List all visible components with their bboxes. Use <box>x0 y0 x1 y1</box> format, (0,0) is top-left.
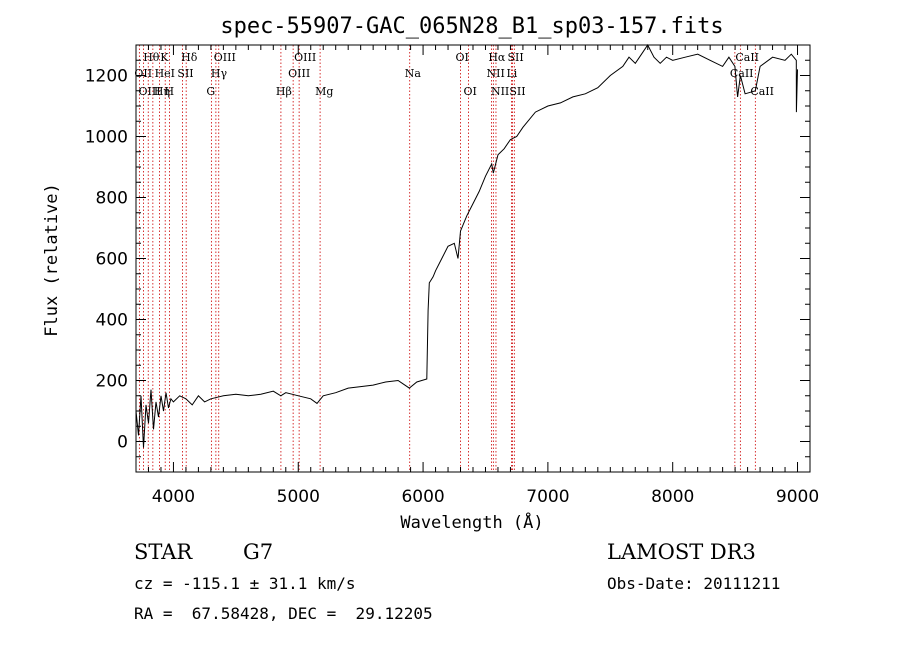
x-tick-label-0: 4000 <box>152 487 195 507</box>
survey-name: LAMOST DR3 <box>607 540 756 564</box>
redshift-cz: cz = -115.1 ± 31.1 km/s <box>134 574 356 593</box>
x-tick-label-1: 5000 <box>277 487 320 507</box>
y-tick-label-6: 1200 <box>85 67 128 87</box>
line-label-11: G <box>206 85 215 98</box>
y-axis-ticks: 0 200 400 600 800 1000 1200 <box>85 44 810 473</box>
line-label-24: SII <box>509 85 525 98</box>
y-tick-label-0: 0 <box>117 433 128 453</box>
line-label-4: HeI <box>155 67 175 80</box>
object-class: STAR <box>134 540 193 564</box>
line-label-8: Hδ <box>181 51 198 64</box>
x-axis-ticks: 4000 5000 6000 7000 8000 9000 <box>135 45 819 507</box>
y-tick-label-1: 200 <box>96 372 128 392</box>
line-label-18: OI <box>464 85 477 98</box>
chart-title: spec-55907-GAC_065N28_B1_sp03-157.fits <box>220 14 723 39</box>
y-tick-label-2: 400 <box>96 311 128 331</box>
plot-frame <box>135 44 811 473</box>
line-label-15: Mg <box>315 85 333 98</box>
line-label-14: OIII <box>288 67 310 80</box>
object-subclass: G7 <box>243 540 274 564</box>
y-tick-label-3: 600 <box>96 250 128 270</box>
line-label-2: OIII <box>138 85 160 98</box>
line-label-20: NII <box>486 67 504 80</box>
emission-line-markers <box>138 45 756 472</box>
obs-date: Obs-Date: 20111211 <box>607 574 781 593</box>
line-label-1: OII <box>134 67 152 80</box>
line-label-10: Hγ <box>211 67 228 80</box>
coordinates: RA = 67.58428, DEC = 29.12205 <box>134 604 433 623</box>
line-label-26: CaII <box>730 67 754 80</box>
line-label-7: SII <box>177 67 193 80</box>
line-label-25: CaII <box>735 51 759 64</box>
y-axis-label: Flux (relative) <box>42 183 62 337</box>
x-tick-label-2: 6000 <box>401 487 444 507</box>
line-label-17: OI <box>456 51 469 64</box>
y-tick-label-4: 800 <box>96 189 128 209</box>
x-tick-label-3: 7000 <box>526 487 569 507</box>
spectrum-line <box>135 44 798 448</box>
line-label-19: Hα <box>488 51 506 64</box>
line-label-23: Li <box>506 67 517 80</box>
line-label-5: K <box>160 51 169 64</box>
x-tick-label-4: 8000 <box>651 487 694 507</box>
x-tick-label-5: 9000 <box>776 487 819 507</box>
line-label-13: OIII <box>294 51 316 64</box>
line-label-9: OIII <box>214 51 236 64</box>
line-label-12: Hβ <box>276 85 292 98</box>
line-label-3: Hη <box>154 85 170 98</box>
y-tick-label-5: 1000 <box>85 128 128 148</box>
line-label-16: Na <box>405 67 422 80</box>
line-label-21: NII <box>491 85 509 98</box>
x-axis-label: Wavelength (Å) <box>400 511 543 533</box>
line-label-22: SII <box>507 51 523 64</box>
line-label-0: Hθ <box>143 51 160 64</box>
line-label-6: H <box>164 85 174 98</box>
